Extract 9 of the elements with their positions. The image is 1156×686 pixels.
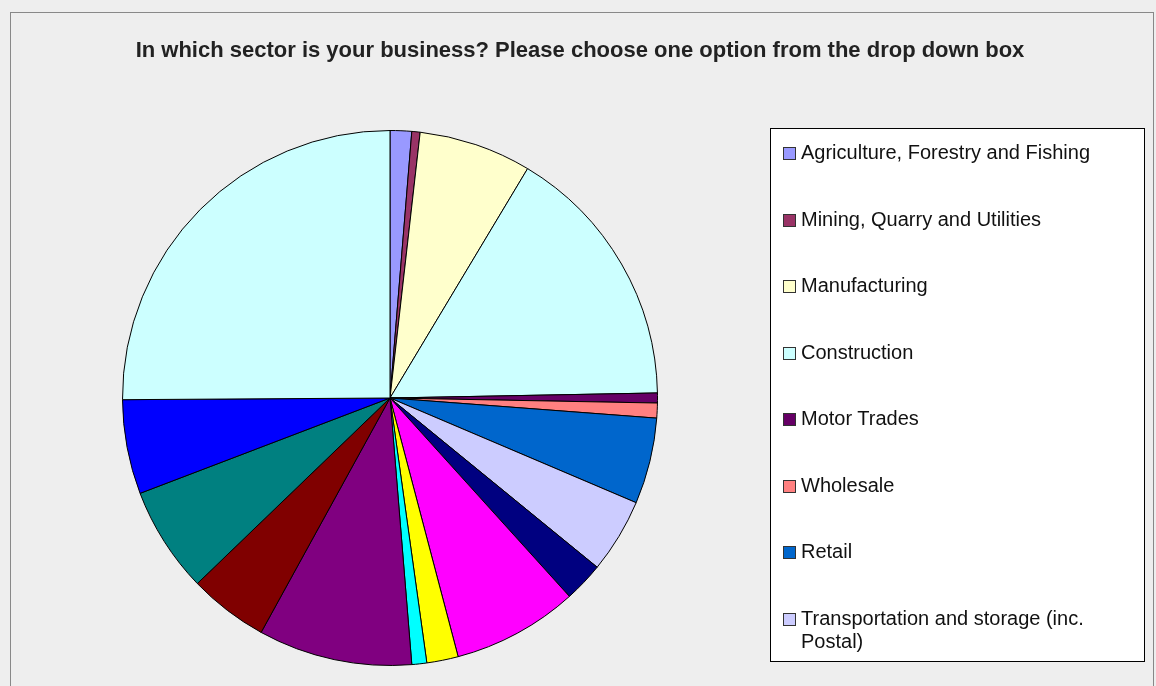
legend-label: Retail xyxy=(801,540,853,563)
legend-label: Motor Trades xyxy=(801,407,919,430)
legend-label: Transportation and storage (inc. Postal) xyxy=(801,606,1085,653)
chart-title: In which sector is your business? Please choose one option from the drop down box xyxy=(134,36,1026,64)
legend-label: Wholesale xyxy=(801,473,895,497)
legend-label: Manufacturing xyxy=(801,274,928,297)
legend-label: Construction xyxy=(801,340,914,364)
legend-label: Mining, Quarry and Utilities xyxy=(801,207,1042,231)
legend-label: Agriculture, Forestry and Fishing xyxy=(801,141,1091,164)
